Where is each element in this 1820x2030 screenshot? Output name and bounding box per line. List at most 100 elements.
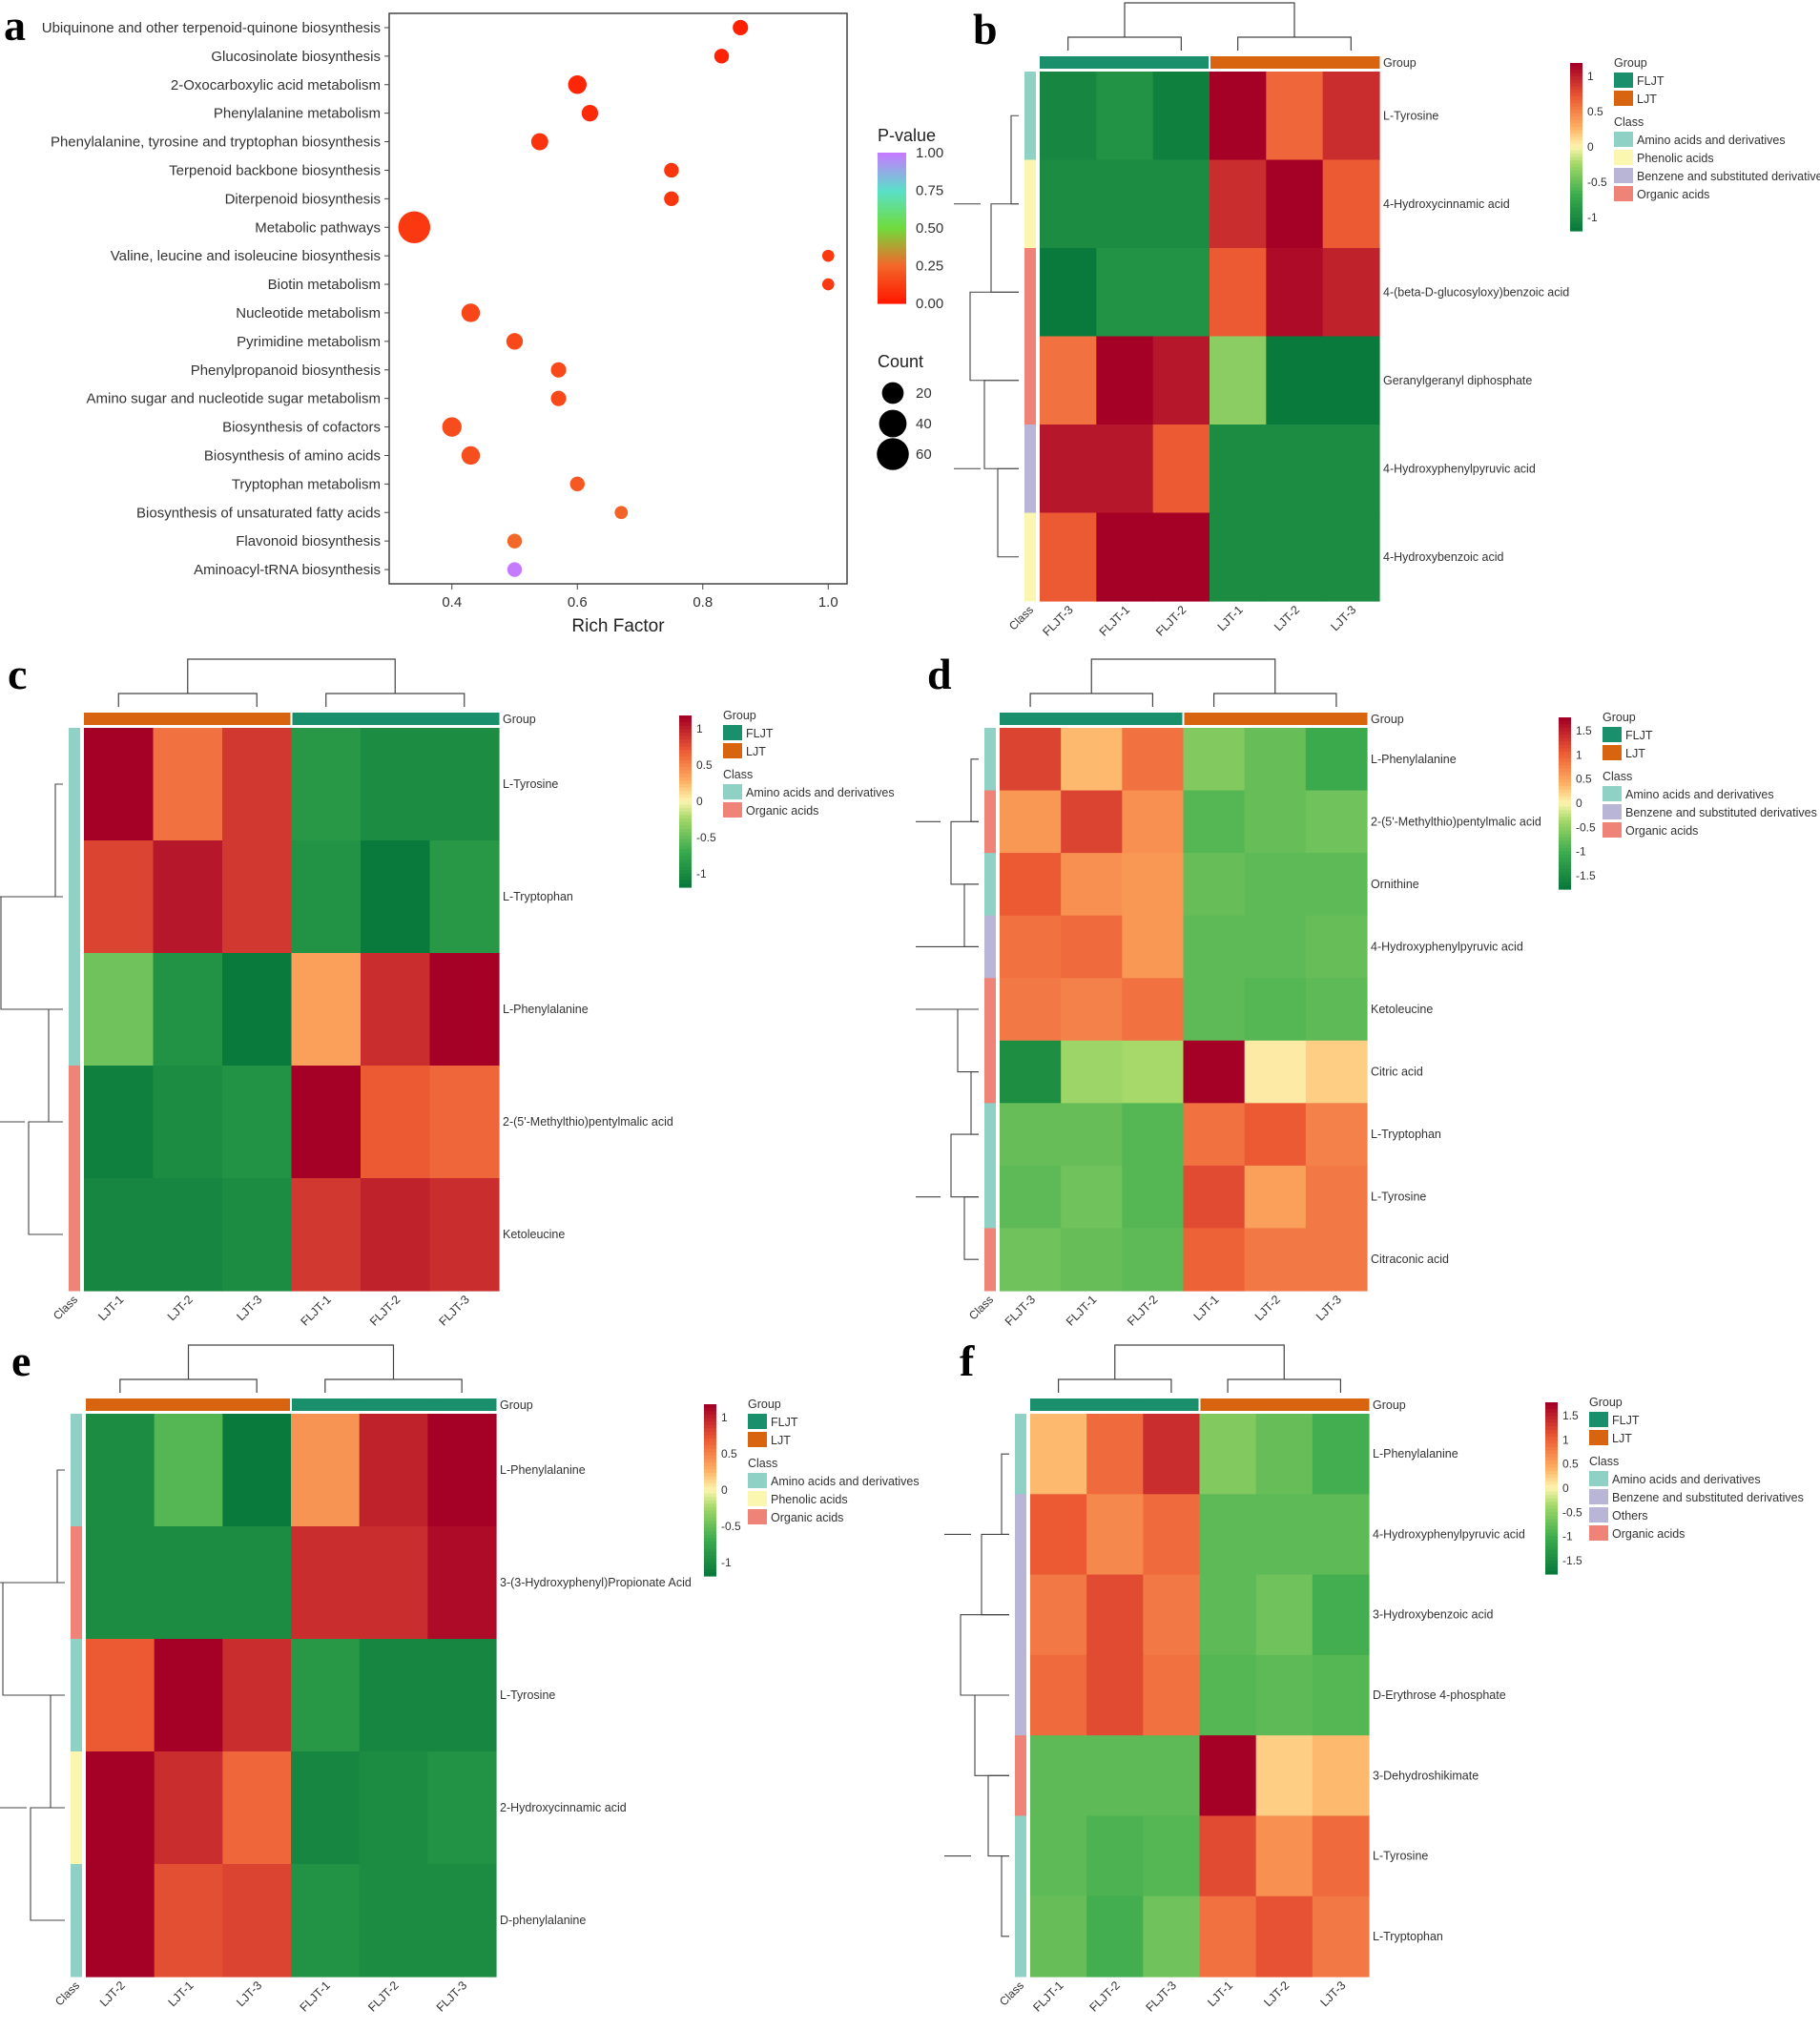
pvalue-gradient-slice — [878, 182, 906, 186]
heatmap-cell — [1312, 1815, 1370, 1897]
scale-gradient-slice — [679, 787, 692, 792]
heatmap-cell — [361, 728, 431, 841]
scale-tick-label: 0.5 — [696, 758, 713, 772]
heatmap-cell — [1061, 915, 1123, 979]
heatmap-cell — [1183, 1103, 1246, 1167]
heatmap-cell — [1266, 425, 1324, 514]
group-bar-cell — [1122, 713, 1184, 725]
heatmap-cell — [1305, 1103, 1368, 1167]
heatmap-cell — [291, 1414, 361, 1527]
pvalue-gradient-slice — [878, 165, 906, 169]
class-bar-cell — [71, 1864, 82, 1978]
scale-tick-label: 1.5 — [1562, 1409, 1579, 1422]
group-bar-cell — [1000, 713, 1062, 725]
heatmap-cell — [222, 1864, 292, 1978]
heatmap-cell — [1030, 1574, 1087, 1656]
pvalue-gradient-slice — [878, 296, 906, 300]
scale-gradient-slice — [704, 1428, 716, 1433]
scale-gradient-slice — [1559, 772, 1571, 777]
scale-gradient-slice — [679, 808, 692, 813]
heatmap-cell — [1210, 425, 1267, 514]
group-legend-swatch — [723, 725, 742, 740]
pathway-label: Biosynthesis of unsaturated fatty acids — [136, 505, 381, 521]
group-legend-label: FLJT — [1637, 74, 1665, 88]
scale-gradient-slice — [1570, 163, 1582, 168]
scale-gradient-slice — [1545, 1557, 1558, 1562]
scale-gradient-slice — [679, 880, 692, 884]
class-bar-cell — [984, 915, 996, 979]
row-dendrogram-branch — [981, 1533, 1009, 1616]
pvalue-gradient-slice — [878, 213, 906, 217]
scale-gradient-slice — [1559, 786, 1571, 791]
scale-gradient-slice — [1559, 844, 1571, 849]
scale-gradient-slice — [704, 1414, 716, 1419]
panel-c-heatmap: c Group L-Tyrosine L-Tryptophan L-Phenylala… — [0, 649, 916, 1336]
scale-gradient-slice — [1545, 1419, 1558, 1424]
row-label: 4-Hydroxycinnamic acid — [1383, 197, 1510, 211]
heatmap-cell — [1122, 1040, 1185, 1104]
row-dendrogram-branch — [0, 896, 25, 1123]
scale-gradient-slice — [704, 1439, 716, 1443]
scale-tick-label: 0 — [1587, 140, 1594, 154]
pvalue-gradient-slice — [878, 170, 906, 174]
heatmap-cell — [1000, 728, 1062, 792]
scale-gradient-slice — [1545, 1450, 1558, 1455]
scale-gradient-slice — [1545, 1463, 1558, 1468]
row-dendrogram-branch — [30, 1807, 65, 1921]
column-label: LJT-2 — [97, 1978, 128, 2009]
row-dendrogram-branch — [950, 1133, 979, 1198]
pathway-bubble — [714, 49, 730, 64]
scale-gradient-slice — [1545, 1478, 1558, 1482]
heatmap-cell — [1000, 915, 1062, 979]
scale-gradient-slice — [1545, 1549, 1558, 1554]
heatmap-cell — [1000, 1040, 1062, 1104]
scale-gradient-slice — [1545, 1560, 1558, 1564]
scale-gradient-slice — [704, 1517, 716, 1522]
group-bar-cell — [1244, 713, 1307, 725]
pvalue-gradient-slice — [878, 230, 906, 234]
heatmap-cell — [1152, 72, 1210, 161]
class-legend-swatch — [1603, 804, 1622, 819]
heatmap-cell — [1030, 1815, 1087, 1897]
heatmap-cell — [222, 1639, 292, 1752]
class-legend-swatch — [748, 1491, 767, 1506]
class-bar-cell — [984, 853, 996, 917]
group-legend-label: LJT — [771, 1434, 791, 1447]
scale-tick-label: 0 — [721, 1483, 728, 1497]
scale-gradient-slice — [1570, 174, 1582, 178]
scale-gradient-slice — [1570, 194, 1582, 198]
scale-gradient-slice — [1570, 110, 1582, 114]
heatmap-cell — [1305, 915, 1368, 979]
heatmap-cell — [1255, 1574, 1313, 1656]
heatmap-cell — [1305, 1165, 1368, 1230]
heatmap-cell — [1096, 336, 1154, 425]
pvalue-gradient-slice — [878, 280, 906, 284]
scale-gradient-slice — [1570, 72, 1582, 77]
scale-gradient-slice — [1559, 881, 1571, 886]
heatmap-cell — [1199, 1494, 1257, 1576]
pvalue-tick-label: 0.75 — [916, 183, 943, 199]
scale-gradient-slice — [704, 1452, 716, 1457]
column-label: FLJT-3 — [436, 1293, 471, 1328]
pathway-bubble — [569, 476, 585, 492]
scale-gradient-slice — [1545, 1437, 1558, 1441]
scale-gradient-slice — [1559, 752, 1571, 756]
group-legend-title: Group — [1614, 56, 1647, 70]
scale-tick-label: 0.5 — [1587, 105, 1603, 118]
class-legend-label: Phenolic acids — [771, 1493, 848, 1506]
heatmap-cell — [1305, 728, 1368, 792]
scale-gradient-slice — [1545, 1553, 1558, 1558]
scale-gradient-slice — [1545, 1508, 1558, 1513]
scale-gradient-slice — [679, 798, 692, 802]
heatmap-cell — [222, 1526, 292, 1640]
class-legend-label: Amino acids and derivatives — [1625, 788, 1774, 801]
scale-gradient-slice — [1570, 167, 1582, 172]
group-legend-swatch — [748, 1414, 767, 1429]
pvalue-gradient-slice — [878, 250, 906, 254]
row-dendrogram-branch — [970, 758, 979, 822]
heatmap-cell — [222, 840, 293, 954]
heatmap-cell — [153, 840, 223, 954]
heatmap-cell — [1040, 248, 1097, 338]
pvalue-gradient-slice — [878, 245, 906, 249]
scale-gradient-slice — [679, 801, 692, 806]
